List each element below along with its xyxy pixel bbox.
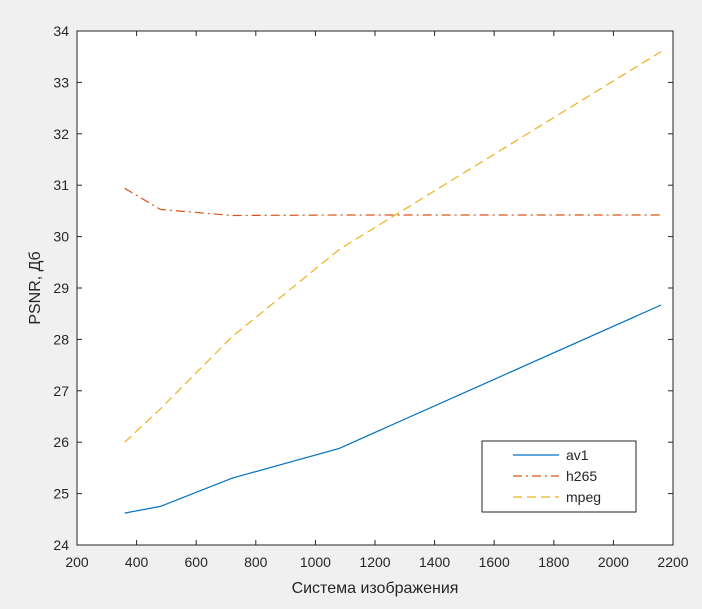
y-tick-label: 30 — [53, 229, 69, 245]
legend-label-h265: h265 — [566, 468, 597, 484]
x-tick-label: 400 — [125, 554, 149, 570]
y-tick-label: 34 — [53, 23, 69, 39]
series-layer — [124, 51, 662, 514]
x-tick-label: 1000 — [300, 554, 331, 570]
y-tick-label: 25 — [53, 486, 69, 502]
y-tick-label: 29 — [53, 280, 69, 296]
y-tick-label: 24 — [53, 537, 69, 553]
x-tick-label: 800 — [244, 554, 268, 570]
series-line-av1 — [124, 304, 662, 514]
y-axis-ticks: 24 25 26 27 28 29 30 31 32 33 34 — [53, 23, 673, 553]
x-tick-label: 600 — [185, 554, 209, 570]
x-tick-label: 1800 — [538, 554, 569, 570]
y-tick-label: 27 — [53, 383, 69, 399]
y-tick-label: 32 — [53, 126, 69, 142]
x-tick-label: 1600 — [479, 554, 510, 570]
x-axis-ticks: 200 400 600 800 1000 1200 1400 1600 1800 2000 2200 — [65, 31, 689, 570]
x-tick-label: 2000 — [598, 554, 629, 570]
x-tick-label: 200 — [65, 554, 89, 570]
series-line-h265 — [124, 187, 662, 217]
y-tick-label: 33 — [53, 74, 69, 90]
x-tick-label: 1200 — [359, 554, 390, 570]
y-tick-label: 31 — [53, 177, 69, 193]
legend-label-av1: av1 — [566, 447, 589, 463]
x-axis-label: Система изображения — [292, 580, 459, 597]
y-axis-label: PSNR, Дб — [27, 251, 44, 324]
legend-label-mpeg: mpeg — [566, 489, 601, 505]
x-tick-label: 2200 — [657, 554, 688, 570]
legend: av1 h265 mpeg — [481, 440, 637, 513]
series-line-mpeg — [124, 51, 662, 443]
x-tick-label: 1400 — [419, 554, 450, 570]
y-tick-label: 26 — [53, 434, 69, 450]
y-tick-label: 28 — [53, 331, 69, 347]
